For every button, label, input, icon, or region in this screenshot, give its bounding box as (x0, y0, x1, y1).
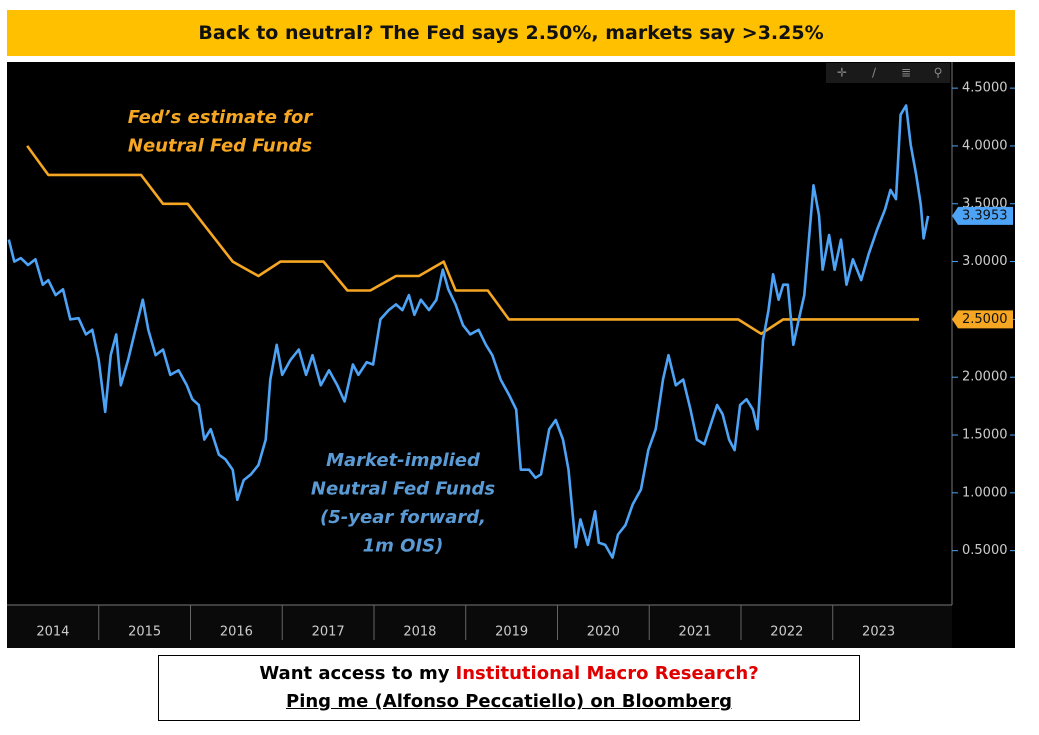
end-label: 3.3953 (962, 208, 1008, 223)
footer: Want access to my Institutional Macro Res… (158, 655, 860, 721)
y-tick-label: 1.0000 (962, 485, 1008, 500)
series-line (26, 145, 919, 336)
x-tick-label: 2019 (495, 625, 528, 640)
chart-title: Back to neutral? The Fed says 2.50%, mar… (7, 10, 1015, 56)
series-line (7, 104, 930, 559)
x-tick-label: 2023 (862, 625, 895, 640)
crosshair-icon[interactable]: ✛ (837, 66, 847, 80)
footer-highlight: Institutional Macro Research? (455, 663, 759, 684)
x-tick-label: 2022 (770, 625, 803, 640)
annotation: Neutral Fed Funds (311, 479, 495, 500)
annotation: Fed’s estimate for (128, 107, 314, 128)
y-tick-label: 4.0000 (962, 138, 1008, 153)
legend-icon[interactable]: ≣ (901, 66, 911, 80)
x-tick-label: 2015 (128, 625, 161, 640)
annotation: 1m OIS) (363, 536, 444, 557)
y-tick-label: 0.5000 (962, 543, 1008, 558)
y-tick-label: 3.0000 (962, 254, 1008, 269)
x-tick-label: 2018 (403, 625, 436, 640)
annotation: Neutral Fed Funds (128, 136, 312, 157)
footer-line2: Ping me (Alfonso Peccatiello) on Bloombe… (286, 691, 732, 712)
end-label-box (952, 206, 1013, 225)
toolbar: ✛ ∕ ≣ ⚲ (826, 63, 950, 83)
footer-line1: Want access to my Institutional Macro Res… (159, 660, 859, 688)
y-tick-label: 2.0000 (962, 370, 1008, 385)
x-tick-label: 2020 (587, 625, 620, 640)
end-label-box (952, 310, 1013, 329)
x-tick-label: 2017 (312, 625, 345, 640)
footer-text: Want access to my (259, 663, 450, 684)
x-axis-strip (7, 605, 952, 648)
y-tick-label: 1.5000 (962, 428, 1008, 443)
x-tick-label: 2016 (220, 625, 253, 640)
draw-icon[interactable]: ∕ (872, 66, 877, 80)
zoom-icon[interactable]: ⚲ (934, 66, 943, 80)
x-tick-label: 2014 (36, 625, 69, 640)
end-label: 2.5000 (962, 312, 1008, 327)
y-tick-label: 4.5000 (962, 81, 1008, 96)
toolbar-bg (826, 63, 950, 83)
annotation: Market-implied (326, 450, 481, 471)
x-tick-label: 2021 (679, 625, 712, 640)
annotation: (5-year forward, (320, 507, 486, 528)
plot-background (7, 62, 1015, 648)
